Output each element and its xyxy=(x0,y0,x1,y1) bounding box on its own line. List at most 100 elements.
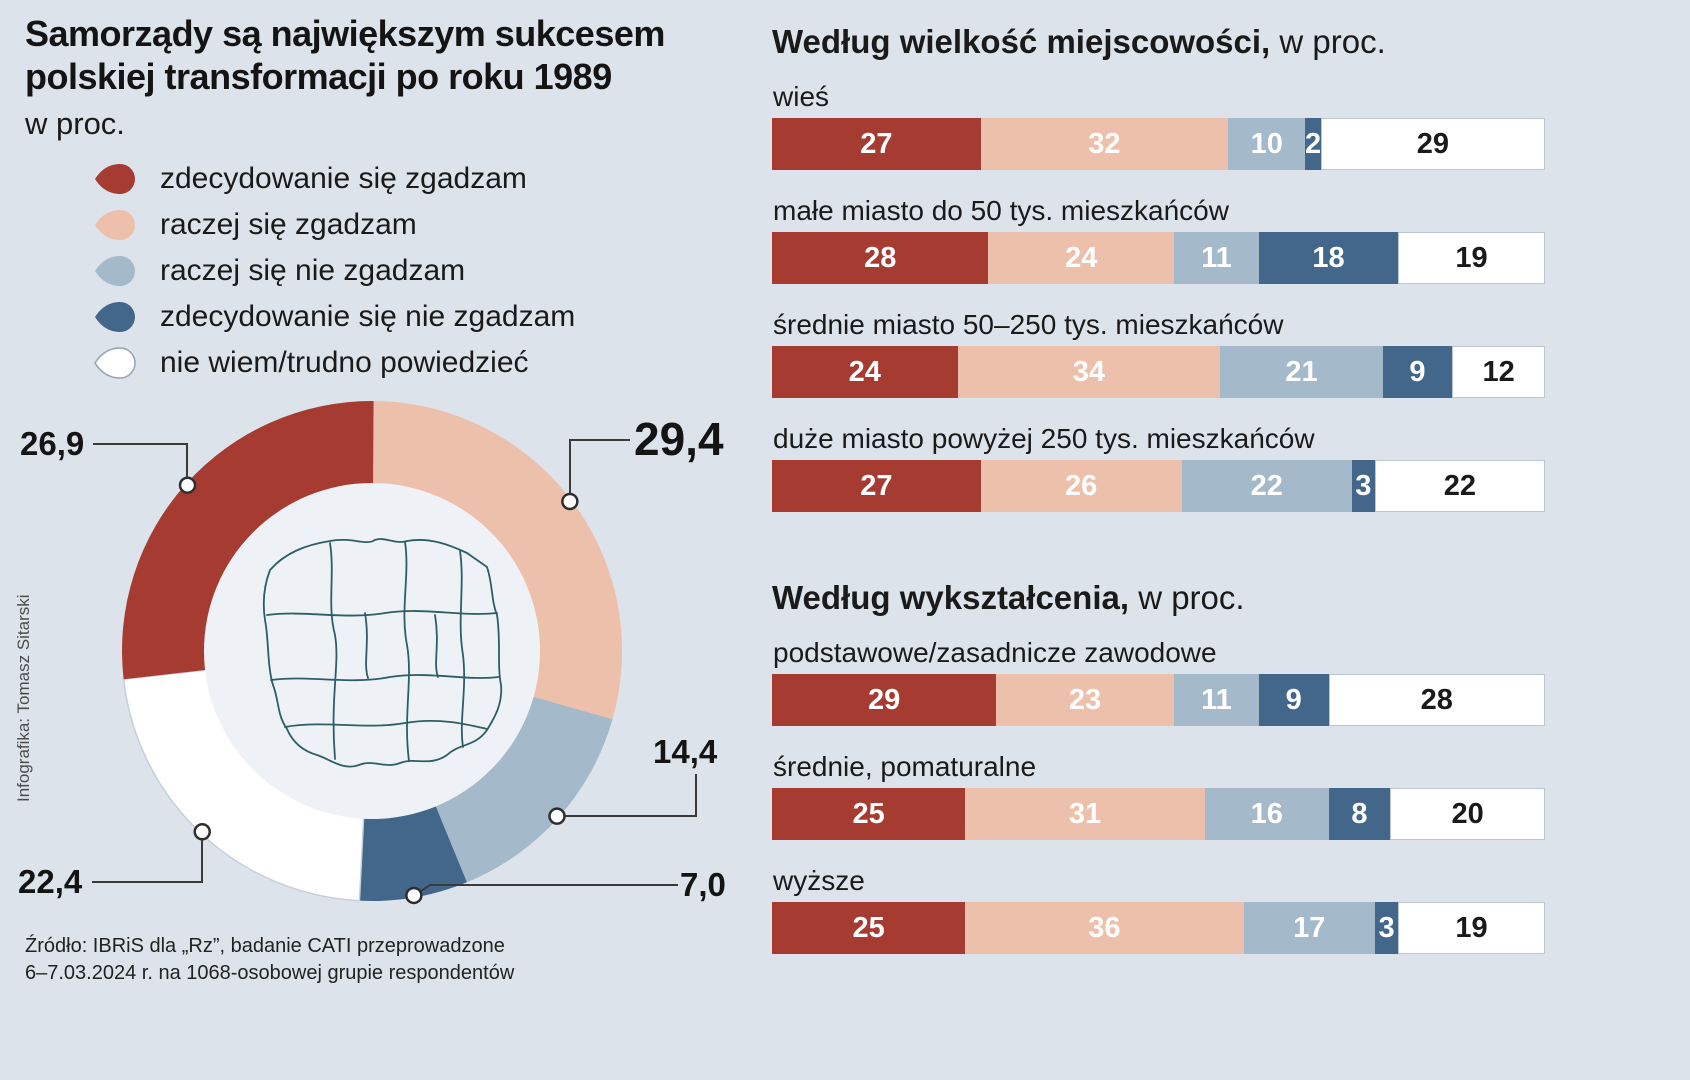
donut-leader-line xyxy=(93,443,188,478)
donut-segment xyxy=(359,805,467,901)
donut-leader-line xyxy=(417,884,678,894)
voivodeship-border xyxy=(364,612,369,679)
main-title-line2: polskiej transformacji po roku 1989 xyxy=(25,56,612,97)
bar-segment: 19 xyxy=(1398,902,1545,954)
bar-segment: 16 xyxy=(1204,788,1329,840)
legend: zdecydowanie się zgadzam raczej się zgadz… xyxy=(94,156,575,386)
poland-map xyxy=(262,538,503,768)
bars-locality: wieś 27 32 10 2 29 małe miasto do 50 tys. mies… xyxy=(772,82,1546,512)
bar-category-label: małe miasto do 50 tys. mieszkańców xyxy=(773,195,1229,226)
stacked-bar: 27 32 10 2 29 xyxy=(772,118,1545,170)
section-title-education-unit: w proc. xyxy=(1138,579,1245,616)
bar-segment: 28 xyxy=(1328,674,1545,726)
bar-segment: 36 xyxy=(965,902,1244,954)
bar-category-label: podstawowe/zasadnicze zawodowe xyxy=(773,637,1217,668)
donut-marker xyxy=(548,807,566,825)
donut-value-label: 26,9 xyxy=(20,425,84,462)
bar-segment: 12 xyxy=(1452,346,1545,398)
donut-leader-line xyxy=(92,840,203,883)
bar-group: małe miasto do 50 tys. mieszkańców 28 24 11… xyxy=(772,196,1546,284)
source-line1: Źródło: IBRiS dla „Rz”, badanie CATI prz… xyxy=(25,935,505,957)
bar-segment: 26 xyxy=(980,460,1182,512)
bar-segment: 29 xyxy=(772,674,997,726)
legend-item-label: zdecydowanie się zgadzam xyxy=(160,162,527,195)
legend-droplet-icon xyxy=(95,164,135,194)
stacked-bar: 24 34 21 9 12 xyxy=(772,346,1545,398)
bar-segment: 23 xyxy=(996,674,1174,726)
stacked-bar: 28 24 11 18 19 xyxy=(772,232,1545,284)
bar-group: duże miasto powyżej 250 tys. mieszkańców… xyxy=(772,424,1546,512)
bar-segment: 8 xyxy=(1328,788,1391,840)
poland-outline xyxy=(262,538,503,768)
donut-marker xyxy=(193,823,211,841)
donut-callouts: 26,9 29,4 14,4 7,0 22,4 xyxy=(18,413,726,905)
legend-droplet-icon xyxy=(95,256,135,286)
stacked-bar: 25 31 16 8 20 xyxy=(772,788,1545,840)
bar-group: podstawowe/zasadnicze zawodowe 29 23 11 9 28 xyxy=(772,638,1546,726)
legend-item: raczej się nie zgadzam xyxy=(94,248,575,294)
bar-segment: 25 xyxy=(772,902,966,954)
bar-segment: 27 xyxy=(772,460,981,512)
legend-droplet-icon xyxy=(94,347,136,379)
bar-segment: 10 xyxy=(1228,118,1306,170)
section-title-education-bold: Według wykształcenia, xyxy=(772,579,1130,616)
stacked-bar: 27 26 22 3 22 xyxy=(772,460,1545,512)
source-note: Źródło: IBRiS dla „Rz”, badanie CATI prz… xyxy=(25,933,514,987)
bar-segment: 31 xyxy=(965,788,1205,840)
bar-category-label: średnie, pomaturalne xyxy=(773,751,1037,782)
legend-item: zdecydowanie się nie zgadzam xyxy=(94,294,575,340)
legend-item-label: raczej się zgadzam xyxy=(160,208,417,241)
voivodeship-border xyxy=(284,719,488,730)
main-title-line1: Samorządy są największym sukcesem xyxy=(25,13,665,54)
bar-group: wieś 27 32 10 2 29 xyxy=(772,82,1546,170)
legend-item-label: raczej się nie zgadzam xyxy=(160,254,466,287)
legend-item: zdecydowanie się zgadzam xyxy=(94,156,575,202)
section-title-education: Według wykształcenia, w proc. xyxy=(772,580,1546,616)
bar-segment: 32 xyxy=(980,118,1229,170)
bar-segment: 27 xyxy=(772,118,981,170)
donut-segment xyxy=(372,401,622,720)
donut-value-label: 29,4 xyxy=(634,413,724,465)
voivodeship-border xyxy=(270,674,500,682)
bar-group: wyższe 25 36 17 3 19 xyxy=(772,866,1546,954)
legend-item: raczej się zgadzam xyxy=(94,202,575,248)
legend-item-label: nie wiem/trudno powiedzieć xyxy=(160,346,529,379)
donut-hole xyxy=(204,483,540,819)
right-column: Według wielkość miejscowości, w proc. wi… xyxy=(772,0,1546,980)
voivodeship-border xyxy=(266,610,498,617)
donut-marker xyxy=(561,492,579,511)
bar-segment: 21 xyxy=(1220,346,1383,398)
stacked-bar: 29 23 11 9 28 xyxy=(772,674,1545,726)
bar-segment: 25 xyxy=(772,788,966,840)
donut-value-label: 22,4 xyxy=(18,863,83,900)
donut-segment xyxy=(435,696,613,883)
bar-category-label: duże miasto powyżej 250 tys. mieszkańców xyxy=(773,423,1315,454)
bar-group: średnie miasto 50–250 tys. mieszkańców 24… xyxy=(772,310,1546,398)
source-line2: 6–7.03.2024 r. na 1068-osobowej grupie r… xyxy=(25,962,515,984)
bar-segment: 34 xyxy=(957,346,1221,398)
bar-segment: 29 xyxy=(1320,118,1545,170)
bar-segment: 18 xyxy=(1258,232,1399,284)
bar-category-label: wyższe xyxy=(773,865,865,896)
donut-leader-line xyxy=(565,774,697,817)
bar-segment: 11 xyxy=(1173,674,1259,726)
bar-segment: 11 xyxy=(1173,232,1259,284)
stacked-bar: 25 36 17 3 19 xyxy=(772,902,1545,954)
donut-marker xyxy=(405,886,423,905)
main-subtitle: w proc. xyxy=(25,106,125,141)
bar-segment: 19 xyxy=(1398,232,1545,284)
legend-item-label: zdecydowanie się nie zgadzam xyxy=(160,300,576,333)
bar-segment: 20 xyxy=(1390,788,1545,840)
legend-droplet-icon xyxy=(95,302,135,332)
bar-segment: 24 xyxy=(772,346,958,398)
donut-chart: 26,9 29,4 14,4 7,0 22,4 xyxy=(18,401,726,905)
bar-segment: 2 xyxy=(1305,118,1321,170)
credit-vertical: Infografika: Tomasz Sitarski xyxy=(14,594,33,802)
voivodeship-border xyxy=(329,542,338,760)
legend-item: nie wiem/trudno powiedzieć xyxy=(94,340,575,386)
bar-segment: 3 xyxy=(1374,902,1399,954)
bar-segment: 22 xyxy=(1181,460,1352,512)
section-title-locality-bold: Według wielkość miejscowości, xyxy=(772,23,1271,60)
section-title-locality: Według wielkość miejscowości, w proc. xyxy=(772,24,1546,60)
voivodeship-border xyxy=(459,550,466,748)
